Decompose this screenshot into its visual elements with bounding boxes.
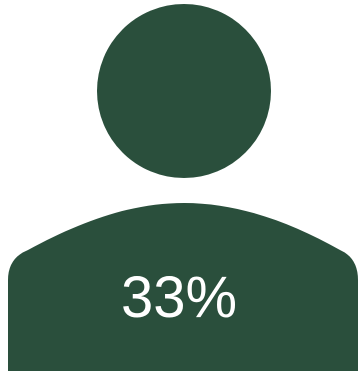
person-body-shape	[8, 203, 358, 371]
person-head-shape	[97, 4, 271, 178]
percent-label: 33%	[120, 265, 238, 330]
